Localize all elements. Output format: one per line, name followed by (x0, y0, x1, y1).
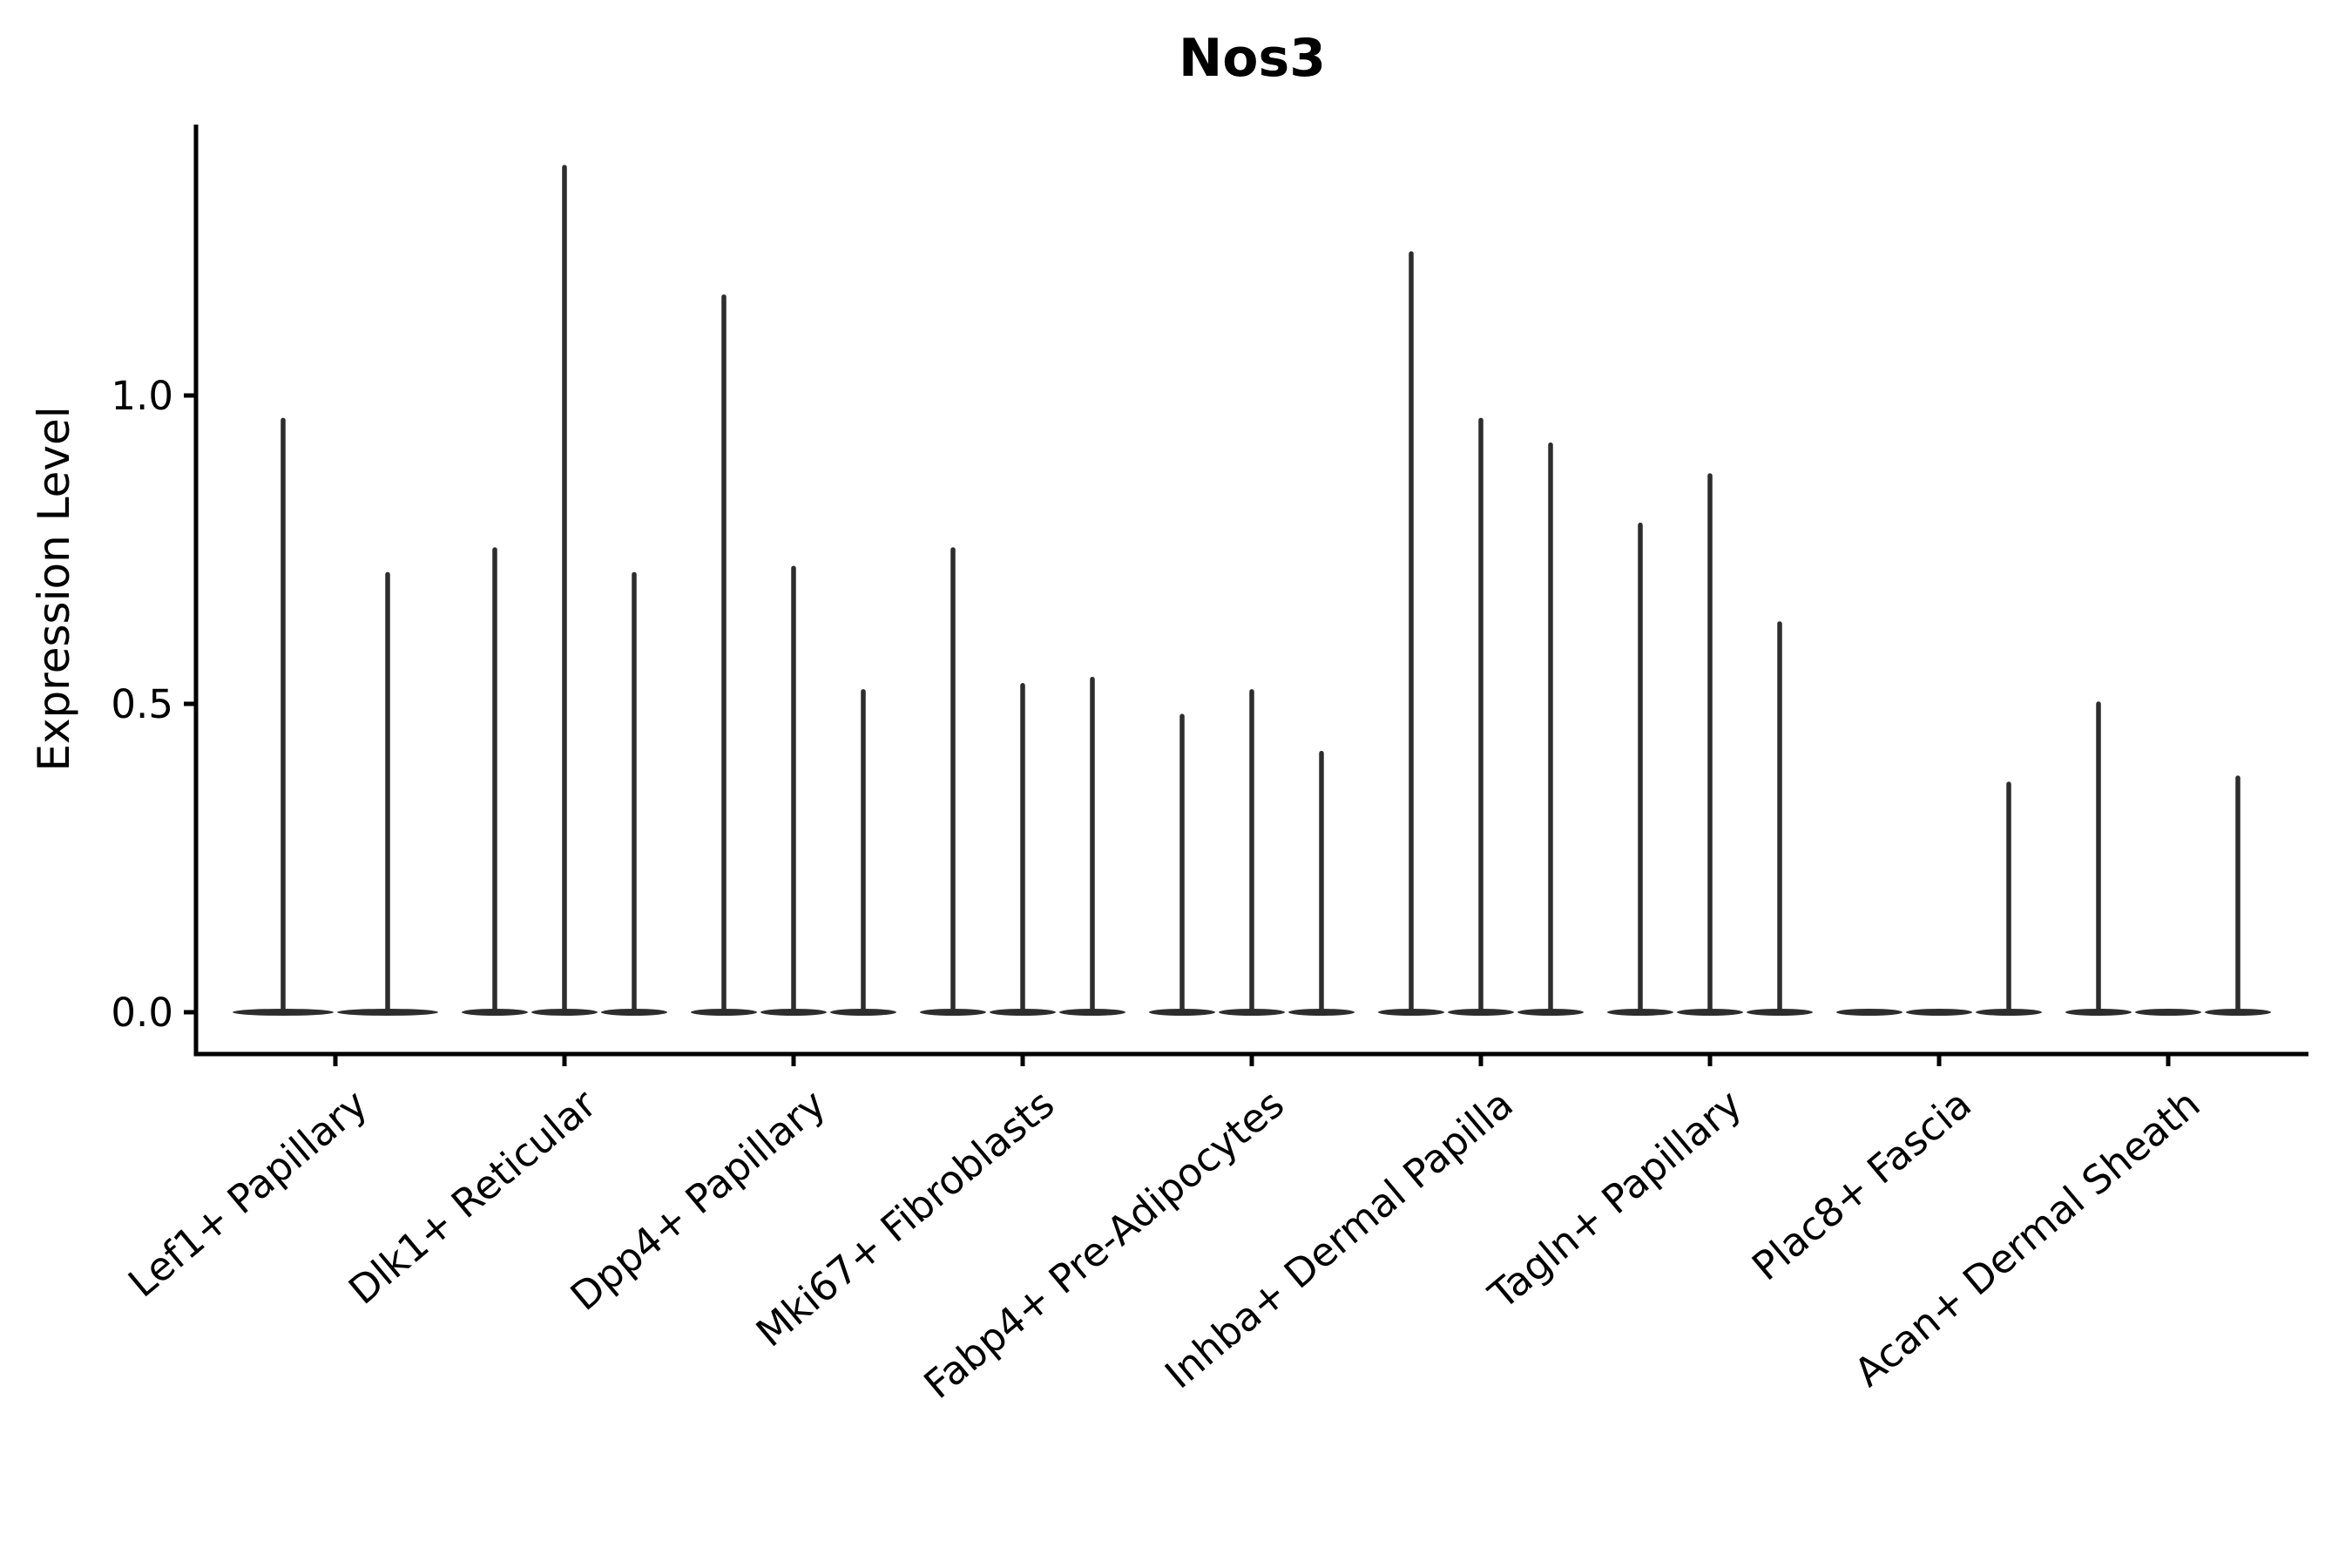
y-tick-label: 0.5 (111, 681, 173, 727)
y-axis-label: Expression Level (29, 406, 79, 772)
chart-title: Nos3 (1179, 28, 1326, 89)
violin-base (1906, 1009, 1972, 1016)
y-tick-label: 0.0 (111, 990, 173, 1036)
violin-base (1836, 1009, 1903, 1016)
y-tick-label: 1.0 (111, 373, 173, 419)
violin-base (2135, 1009, 2201, 1016)
